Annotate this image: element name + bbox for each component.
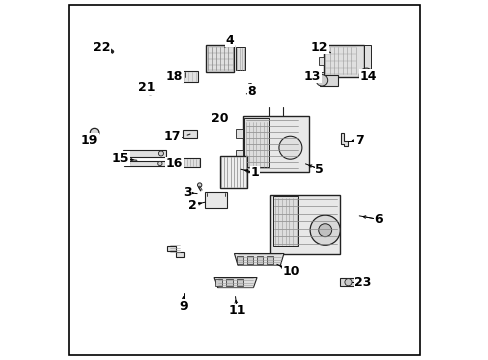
Circle shape [125,161,129,166]
Text: 17: 17 [163,130,181,144]
Text: 23: 23 [353,276,371,289]
Bar [235,150,243,159]
Bar [236,47,245,71]
Bar [124,161,165,166]
Bar [237,256,243,264]
Circle shape [146,86,155,95]
Bar [215,279,222,286]
Bar [123,150,166,157]
Circle shape [158,151,163,156]
Bar [244,118,268,167]
Bar [273,196,298,246]
Bar [318,57,324,64]
Polygon shape [214,278,257,288]
Text: 16: 16 [165,157,183,170]
Text: 9: 9 [179,300,187,313]
Bar [257,256,263,264]
Bar [363,45,370,72]
Polygon shape [166,246,183,257]
Circle shape [316,75,327,86]
Circle shape [90,129,99,137]
Text: 19: 19 [81,134,98,147]
Bar [205,45,234,72]
Circle shape [362,72,369,79]
Bar [247,256,253,264]
Text: 15: 15 [112,152,129,165]
Bar [220,156,247,188]
Bar [182,71,197,82]
Bar [182,158,200,167]
Text: 2: 2 [188,199,197,212]
Text: 12: 12 [310,41,328,54]
Text: 22: 22 [93,41,110,54]
Bar [235,129,243,138]
Text: 4: 4 [225,33,234,47]
Bar [324,45,363,77]
Circle shape [124,151,129,156]
Text: 8: 8 [247,85,255,98]
Polygon shape [234,253,284,265]
Bar [183,130,196,138]
Text: 13: 13 [304,69,321,82]
Bar [226,279,232,286]
Bar [204,192,226,208]
Text: 7: 7 [354,134,363,147]
Text: 14: 14 [359,69,376,82]
Bar [270,195,340,255]
Circle shape [278,136,301,159]
Circle shape [213,114,218,120]
Bar [267,256,273,264]
Circle shape [309,215,340,245]
Bar [320,75,337,86]
Circle shape [359,68,373,82]
Bar [237,279,243,286]
Text: 10: 10 [282,265,299,278]
Bar [243,116,308,172]
Polygon shape [340,134,347,146]
Text: 3: 3 [183,186,191,199]
Text: 5: 5 [315,163,324,176]
Circle shape [318,224,331,237]
Circle shape [344,279,351,286]
Text: 18: 18 [165,69,183,82]
Text: 21: 21 [138,81,155,94]
Text: 20: 20 [210,112,228,125]
Text: 11: 11 [228,305,245,318]
Bar [339,278,356,286]
Text: 6: 6 [374,213,383,226]
Text: 1: 1 [250,166,259,179]
Circle shape [158,161,162,166]
Circle shape [197,183,202,187]
